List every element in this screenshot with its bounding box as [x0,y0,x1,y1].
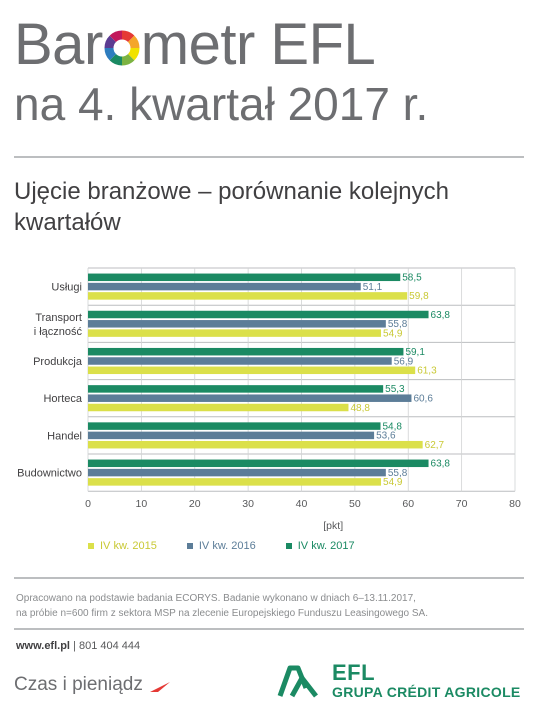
bar [88,320,386,328]
divider-top [14,156,524,158]
bar [88,292,408,300]
contact-separator: | [70,640,79,652]
bar [88,431,375,440]
bar-value-label: 62,7 [425,440,445,451]
bar-value-label: 59,1 [405,347,425,358]
page-subtitle-quarter: na 4. kwartał 2017 r. [14,78,429,130]
category-label: Handel [47,430,82,442]
bar-value-label: 53,6 [376,431,396,442]
legend-item-2015: IV kw. 2015 [88,540,157,552]
website-link[interactable]: www.efl.pl [16,640,70,652]
bar [88,403,349,412]
logo-o-segment [104,35,117,49]
category-label: Budownictwo [17,468,82,480]
chart-legend: IV kw. 2015 IV kw. 2016 IV kw. 2017 [88,540,355,552]
title-part1: Bar [14,12,103,77]
logo-o-segment [127,35,140,49]
legend-swatch-2016 [186,543,193,549]
divider-bottom [14,628,524,630]
chart-title: Ujęcie branżowe – porównanie kolejnych k… [14,178,449,236]
bar [88,394,412,402]
brand-group: GRUPA CRÉDIT AGRICOLE [332,684,521,700]
bar-chart: 0 10 20 30 40 50 60 70 80 [pkt] Usługi 58,5 51,1 59,8… [17,267,521,532]
phone-number: 801 404 444 [78,640,141,652]
x-tick-label: 70 [456,498,468,510]
bar-value-label: 54,9 [383,477,403,488]
title-part2: metr EFL [140,12,376,77]
legend-label-2015: IV kw. 2015 [100,540,157,552]
bar-value-label: 60,6 [413,393,433,404]
category-label: Transport [35,312,82,324]
brand-logo: EFL GRUPA CRÉDIT AGRICOLE [276,660,526,704]
tagline: Czas i pieniądz [14,674,143,695]
bar [88,347,404,356]
logo-o-segment [121,53,135,66]
bar [88,357,392,365]
divider-middle [14,577,524,579]
category-label: Usługi [51,282,82,294]
bar-value-label: 54,9 [383,328,403,339]
bar-value-label: 55,8 [388,468,408,479]
logo-o-segment [127,47,140,61]
bar-value-label: 51,1 [363,282,383,293]
legend-label-2016: IV kw. 2016 [198,540,256,552]
x-tick-label: 50 [349,498,361,510]
x-tick-label: 10 [136,498,148,510]
legend-swatch-2017 [285,543,292,549]
barometer-logo-icon [104,30,140,66]
contact-line: www.efl.pl | 801 404 444 [16,640,140,652]
category-label: i łączność [34,326,83,338]
bar-value-label: 55,3 [385,384,405,395]
footnote: Opracowano na podstawie badania ECORYS. … [16,591,524,621]
bar-value-label: 63,8 [431,459,451,470]
bar-value-label: 63,8 [431,310,451,321]
logo-o-segment [109,53,123,66]
bar-value-label: 56,9 [394,356,414,367]
bar [88,422,381,430]
x-tick-label: 60 [402,498,414,510]
legend-item-2017: IV kw. 2017 [285,540,355,552]
bar [88,282,361,291]
footnote-line2: na próbie n=600 firm z sektora MSP na zl… [16,608,429,619]
bar [88,478,382,486]
x-tick-label: 40 [296,498,308,510]
x-tick-label: 20 [189,498,201,510]
logo-o-segment [104,47,117,61]
tagline-swoosh-icon [150,682,170,692]
bar [88,468,386,477]
bar-value-label: 61,3 [417,366,437,377]
logo-o-segment [109,30,123,43]
category-label: Produkcja [33,356,83,368]
x-axis-label: [pkt] [323,520,343,532]
x-tick-label: 0 [85,498,91,510]
legend-swatch-2015 [88,543,94,549]
bar [88,440,423,449]
logo-o-segment [121,30,135,43]
x-tick-label: 30 [242,498,254,510]
bar-value-label: 48,8 [350,403,370,414]
x-tick-label: 80 [509,498,521,510]
bar-value-label: 58,5 [402,273,422,284]
bar [88,273,401,282]
bar [88,310,429,319]
bar-value-label: 54,8 [382,421,402,432]
legend-item-2016: IV kw. 2016 [186,540,256,552]
bar [88,459,429,468]
bar [88,329,382,337]
page-title: Bar metr EFL [14,10,376,80]
legend-label-2017: IV kw. 2017 [297,540,355,552]
footnote-line1: Opracowano na podstawie badania ECORYS. … [16,593,416,604]
bar-value-label: 59,8 [409,291,429,302]
brand-name: EFL [332,660,376,685]
bar [88,385,384,393]
category-label: Horteca [43,393,82,405]
credit-agricole-logo-icon [277,665,318,698]
bar [88,366,416,375]
bar-value-label: 55,8 [388,319,408,330]
